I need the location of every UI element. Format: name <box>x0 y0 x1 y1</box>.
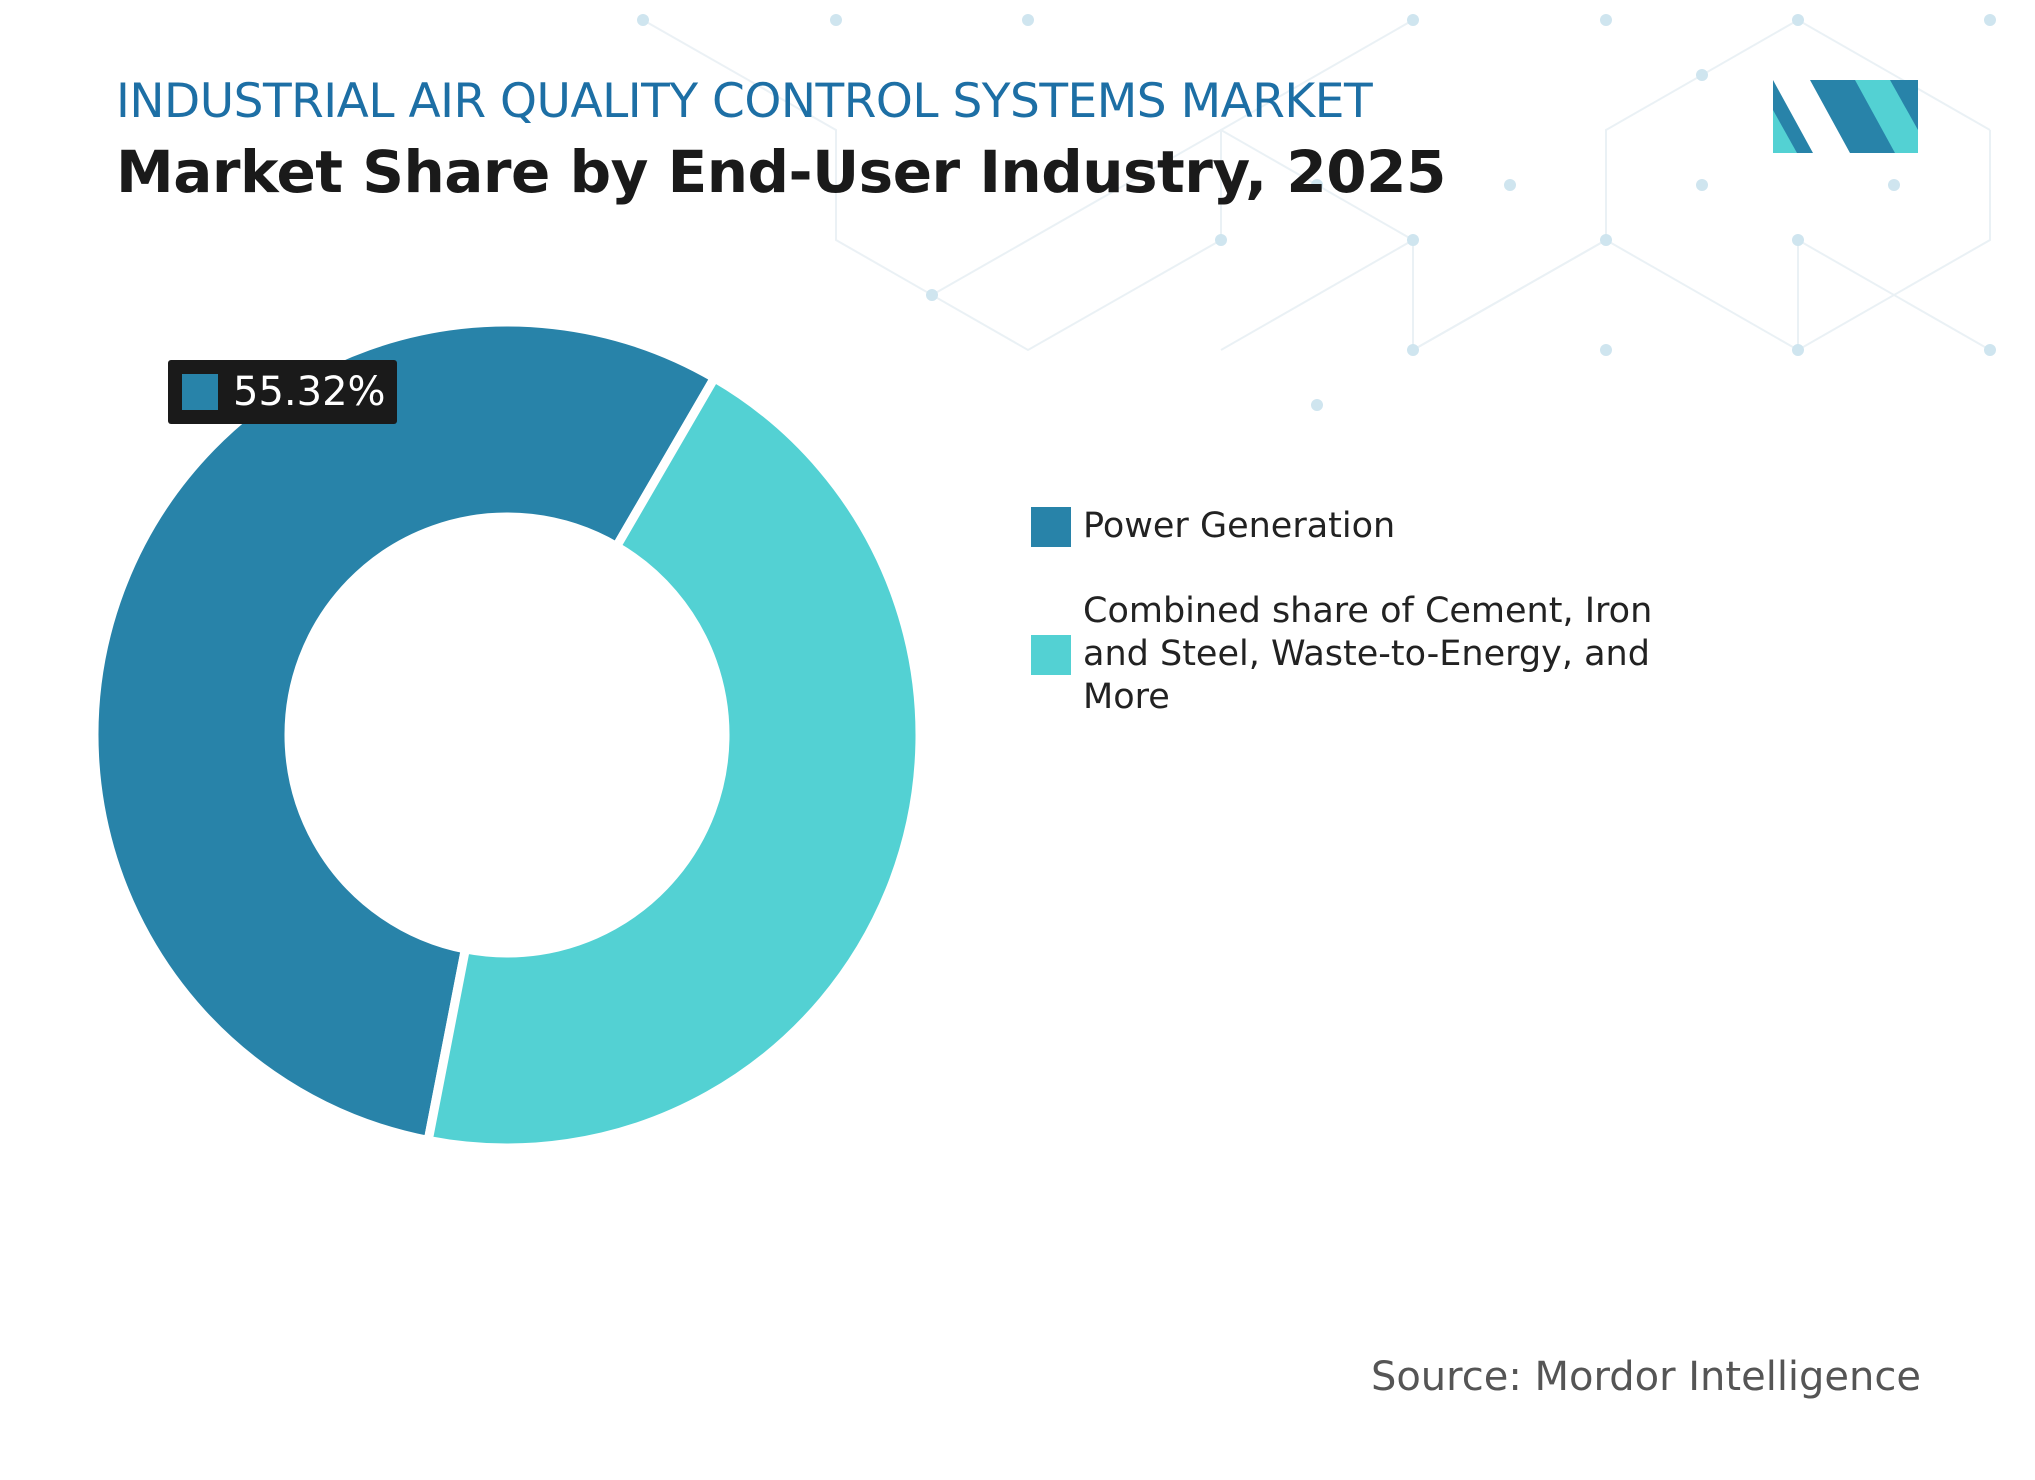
chart-kicker: INDUSTRIAL AIR QUALITY CONTROL SYSTEMS M… <box>116 74 1373 129</box>
logo <box>1773 80 1918 153</box>
legend-item: Combined share of Cement, Iron and Steel… <box>1031 590 1703 719</box>
donut-slice <box>89 317 721 1146</box>
legend-swatch <box>1031 634 1071 675</box>
legend-swatch <box>1031 506 1071 547</box>
legend-label: Combined share of Cement, Iron and Steel… <box>1083 591 1653 717</box>
legend-item: Power Generation <box>1031 505 1703 548</box>
background-dots <box>637 14 1996 411</box>
chart-title: Market Share by End-User Industry, 2025 <box>116 138 1446 206</box>
value-label-box <box>168 360 397 424</box>
source: Source: Mordor Intelligence <box>1370 1354 1921 1400</box>
value-label-text: 55.32% <box>233 369 386 415</box>
donut-slice <box>422 371 925 1153</box>
value-label: 55.32% <box>168 360 397 424</box>
value-label-swatch <box>182 374 218 410</box>
legend-label: Power Generation <box>1083 506 1396 546</box>
